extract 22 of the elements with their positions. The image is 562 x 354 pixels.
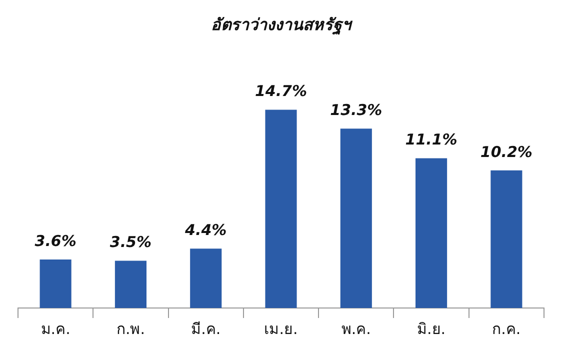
bar [40, 259, 72, 308]
bar [190, 248, 222, 308]
x-tick-label: ก.ค. [492, 320, 521, 338]
bar [340, 128, 372, 308]
x-tick-label: มิ.ย. [417, 320, 446, 338]
data-label: 10.2% [480, 142, 532, 161]
x-tick-label: เม.ย. [264, 320, 298, 338]
bar [416, 158, 448, 308]
data-label: 11.1% [405, 130, 458, 149]
x-tick-label: ก.พ. [116, 320, 145, 338]
data-label: 4.4% [184, 221, 227, 240]
x-tick-label: พ.ค. [341, 320, 371, 338]
bar [114, 260, 146, 308]
data-label: 13.3% [330, 100, 382, 119]
bar [265, 110, 297, 308]
chart-title: อัตราว่างงานสหรัฐฯ [211, 14, 353, 36]
data-label: 14.7% [254, 82, 308, 100]
x-tick-label: มี.ค. [191, 320, 221, 338]
data-label: 3.6% [34, 232, 76, 250]
bar [490, 170, 522, 308]
x-tick-label: ม.ค. [40, 320, 70, 338]
data-label: 3.5% [110, 233, 152, 252]
